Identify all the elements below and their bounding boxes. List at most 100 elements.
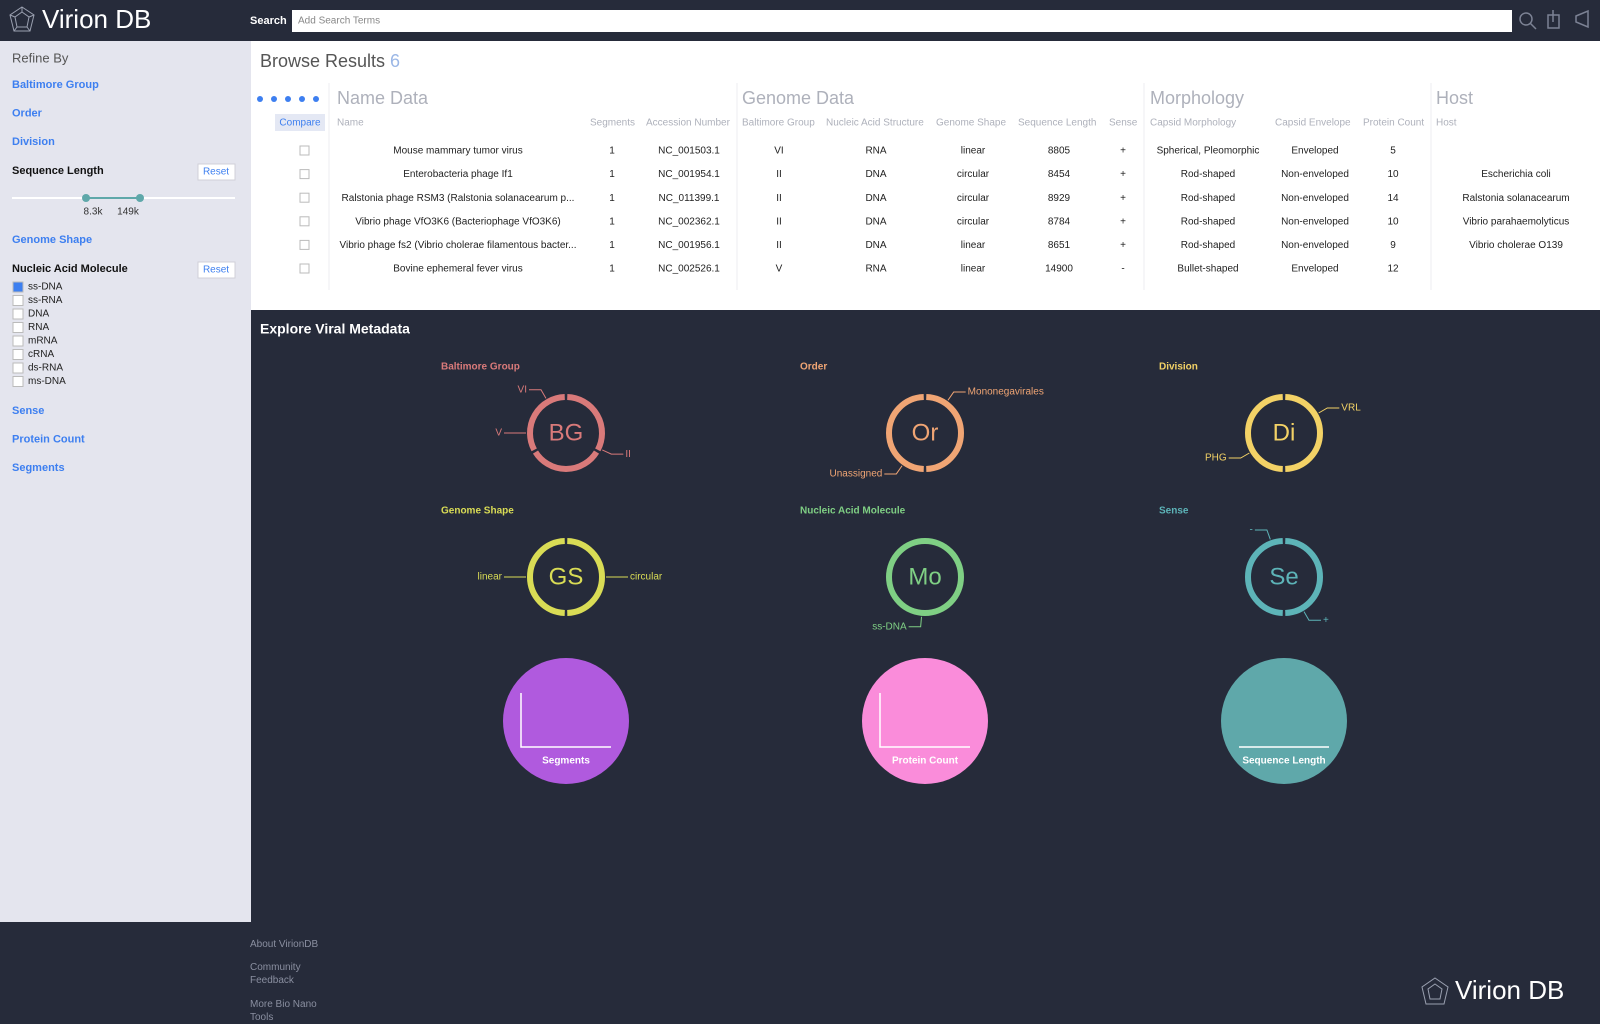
checkbox[interactable] (12, 308, 24, 320)
select-dot[interactable] (271, 96, 277, 102)
table-cell: Vibrio parahaemolyticus (1463, 216, 1570, 227)
table-cell: 8651 (1048, 240, 1071, 251)
select-dot[interactable] (257, 96, 263, 102)
metric-bubble[interactable] (862, 658, 988, 784)
slider-handle[interactable] (136, 194, 144, 202)
filter-link[interactable]: Sense (12, 405, 44, 417)
checkbox[interactable] (12, 362, 24, 374)
checkbox[interactable] (12, 295, 24, 306)
reset-label[interactable]: Reset (203, 265, 229, 276)
search-box[interactable] (292, 10, 1512, 32)
table-cell: 14 (1387, 193, 1399, 204)
filter-link[interactable]: Genome Shape (12, 234, 92, 246)
checkbox[interactable] (12, 376, 24, 387)
table-cell: Bovine ephemeral fever virus (393, 264, 523, 275)
logo-icon (9, 6, 35, 32)
filter-link[interactable]: Order (12, 107, 43, 119)
row-checkbox[interactable] (299, 169, 310, 180)
select-dot[interactable] (285, 96, 291, 102)
option-label: ds-RNA (28, 363, 63, 374)
filter-link[interactable]: Segments (12, 462, 65, 474)
table-cell: DNA (865, 169, 886, 180)
donut-label: + (1323, 615, 1329, 626)
table-cell: DNA (865, 193, 886, 204)
table-cell: Enveloped (1291, 146, 1338, 157)
bubble-label: Segments (542, 756, 590, 767)
column-header: Sequence Length (1018, 118, 1096, 129)
table-cell: linear (961, 240, 986, 251)
table-cell: Rod-shaped (1181, 240, 1235, 251)
table-cell: 10 (1387, 169, 1399, 180)
logo: Virion DB (42, 4, 151, 34)
row-checkbox[interactable] (299, 239, 310, 250)
bubble-label: Sequence Length (1242, 756, 1325, 767)
reset-button[interactable] (197, 163, 236, 181)
reset-label[interactable]: Reset (203, 167, 229, 178)
column-header: Capsid Envelope (1275, 118, 1351, 129)
column-header: Accession Number (646, 118, 731, 129)
select-dot[interactable] (299, 96, 305, 102)
row-checkbox[interactable] (299, 216, 310, 227)
table-cell: Non-enveloped (1281, 169, 1349, 180)
row-checkbox[interactable] (299, 192, 310, 203)
reset-button[interactable] (197, 261, 236, 279)
table-cell: 12 (1387, 264, 1399, 275)
footer-link[interactable]: More Bio Nano Tools (250, 999, 317, 1023)
checkbox[interactable] (12, 349, 24, 360)
header-icons[interactable] (1519, 9, 1589, 30)
metric-bubble[interactable] (1221, 658, 1347, 784)
donut-label: Mononegavirales (968, 387, 1044, 398)
table-cell: circular (957, 216, 990, 227)
checkbox[interactable] (12, 335, 24, 347)
column-header: Sense (1109, 118, 1138, 129)
donut-title: Sense (1159, 506, 1189, 517)
table-cell: Non-enveloped (1281, 216, 1349, 227)
option-label: ss-DNA (28, 282, 63, 293)
group-title: Morphology (1150, 88, 1244, 108)
results-panel (251, 41, 1600, 310)
table-cell: Ralstonia solanacearum (1462, 193, 1569, 204)
metric-bubble[interactable] (503, 658, 629, 784)
column-header: Segments (590, 118, 635, 129)
table-cell: 1 (609, 240, 615, 251)
donut-label: II (625, 449, 631, 460)
table-cell: Non-enveloped (1281, 193, 1349, 204)
filter-link[interactable]: Baltimore Group (12, 79, 99, 91)
table-cell: V (776, 264, 783, 275)
table-cell: NC_002526.1 (658, 264, 720, 275)
table-cell: NC_001503.1 (658, 146, 720, 157)
footer-link[interactable]: About VirionDB (250, 939, 319, 950)
leader-line (1228, 452, 1250, 459)
filter-link[interactable]: Protein Count (12, 433, 85, 445)
filter-link[interactable]: Division (12, 136, 55, 148)
table-cell: 8805 (1048, 146, 1071, 157)
donut-segment (527, 394, 565, 452)
footer-link[interactable]: Community Feedback (250, 962, 301, 986)
donut-abbr: BG (549, 419, 584, 446)
table-cell: II (776, 240, 782, 251)
row-checkbox[interactable] (299, 263, 310, 274)
row-checkbox[interactable] (299, 145, 310, 156)
donut-label: - (1250, 525, 1253, 536)
select-dot[interactable] (313, 96, 319, 102)
results-title: Browse Results (260, 51, 385, 71)
checkbox[interactable] (12, 281, 24, 293)
table-cell: 1 (609, 216, 615, 227)
donut-segment (1285, 538, 1323, 616)
slider-handle[interactable] (82, 194, 90, 202)
donut-abbr: Or (912, 419, 939, 446)
sidebar (0, 41, 251, 922)
table-cell: Rod-shaped (1181, 193, 1235, 204)
donut-label: Unassigned (830, 469, 883, 480)
compare-button[interactable] (275, 114, 325, 131)
checkbox[interactable] (12, 322, 24, 333)
compare-label[interactable]: Compare (279, 118, 321, 129)
table-cell: 1 (609, 264, 615, 275)
leader-line (529, 389, 547, 399)
leader-line (947, 391, 966, 401)
donut-segment (532, 450, 600, 472)
table-cell: + (1120, 193, 1126, 204)
donut-label: ss-DNA (872, 621, 907, 632)
